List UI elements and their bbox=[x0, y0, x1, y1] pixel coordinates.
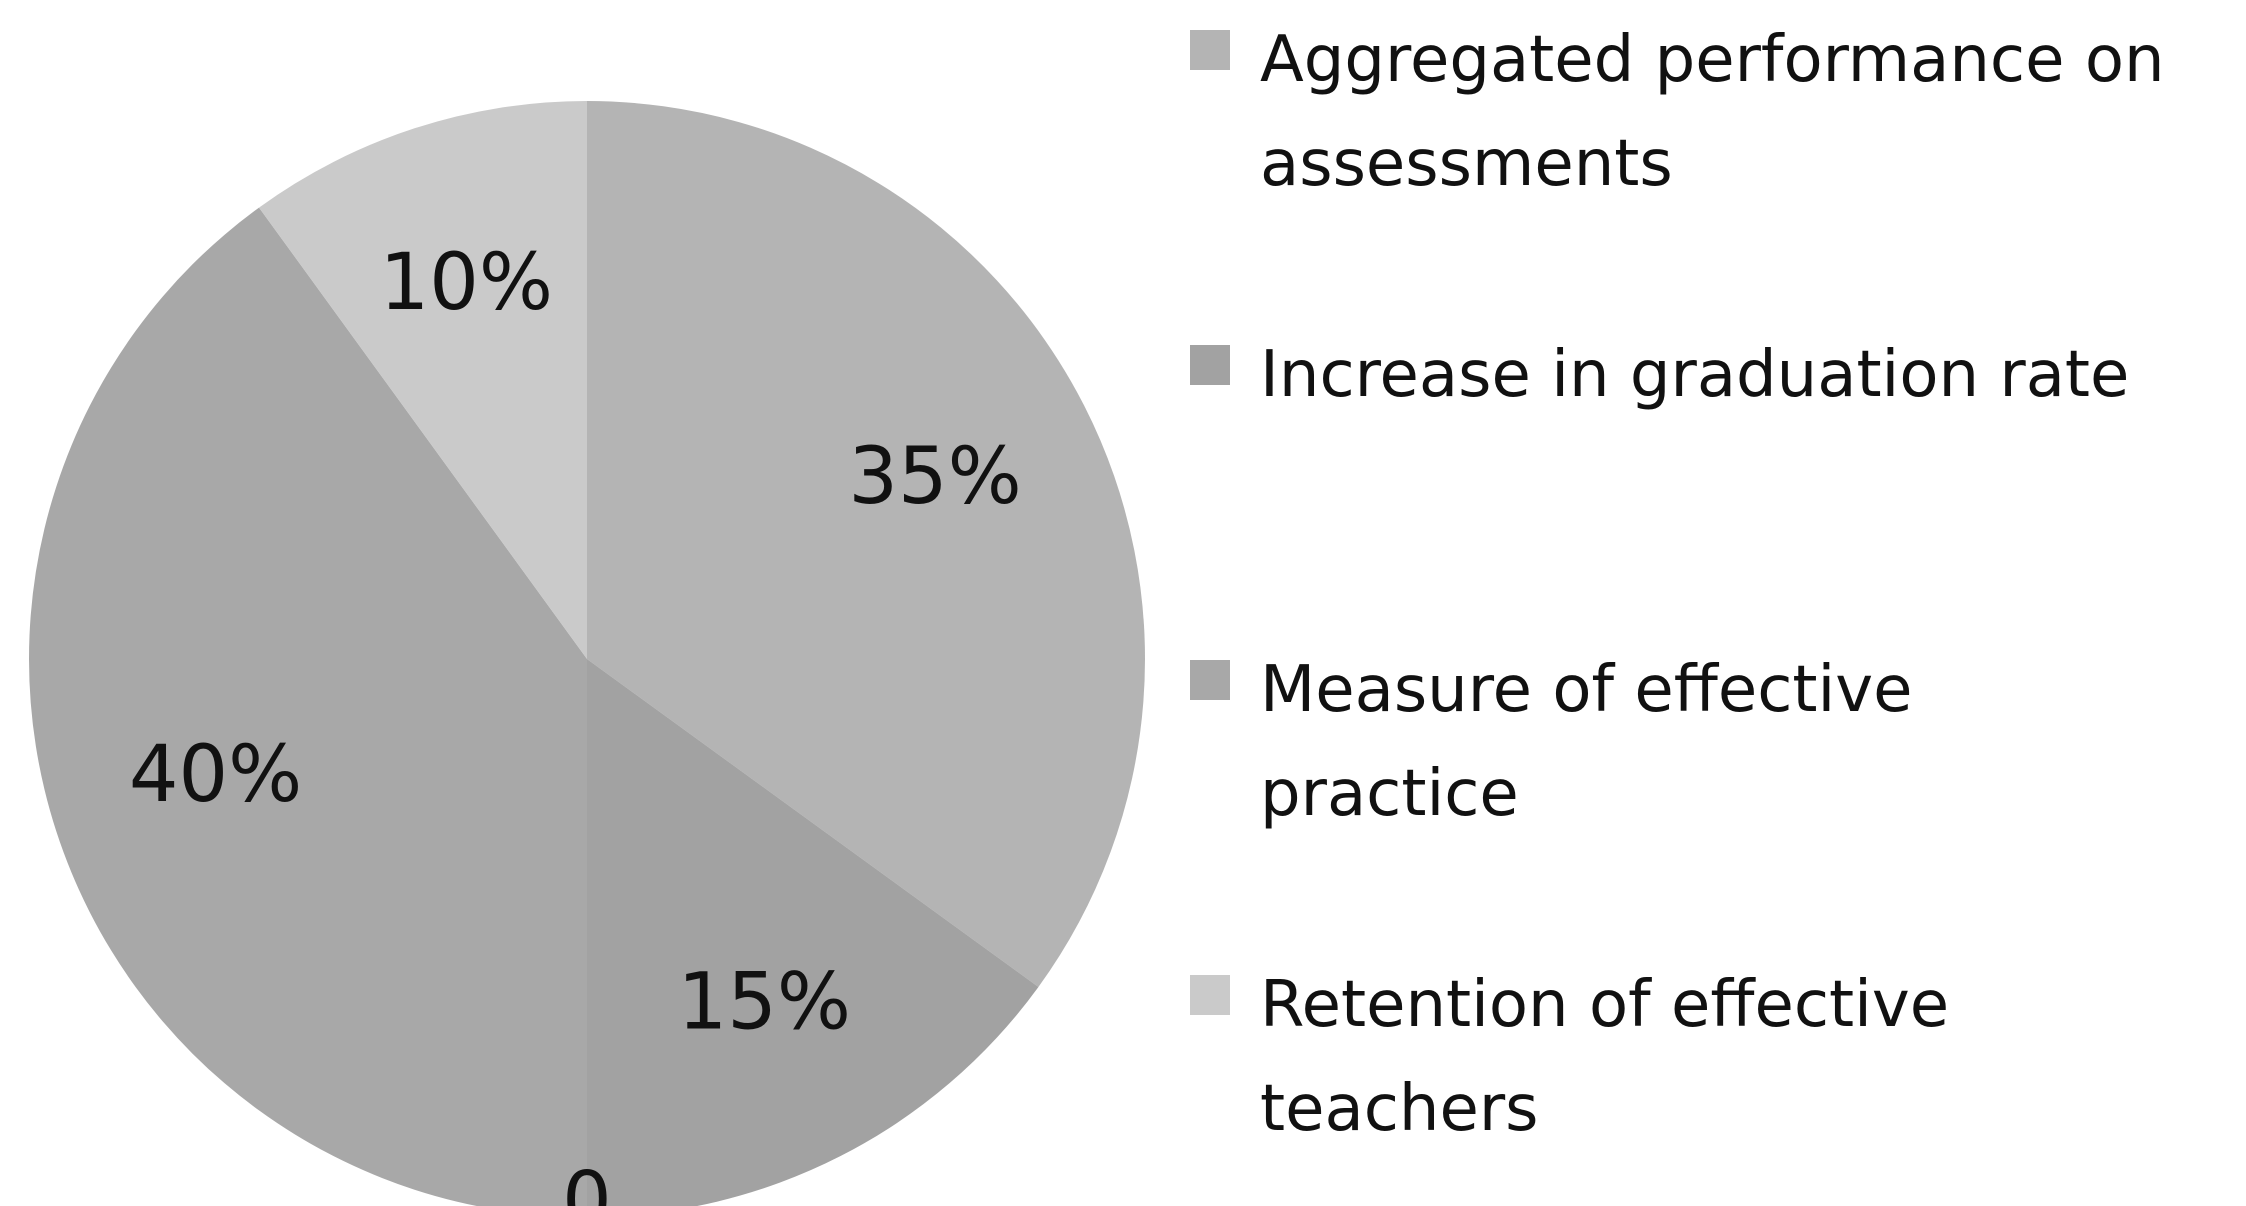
pie-slice bbox=[259, 101, 587, 659]
data-label: 35% bbox=[848, 432, 1021, 522]
legend-label: Increase in graduation rate bbox=[1260, 338, 2130, 412]
data-label: 15% bbox=[678, 958, 851, 1048]
legend-label: Measure of effective practice bbox=[1260, 653, 1913, 831]
pie-slice bbox=[587, 101, 1145, 987]
data-label: 10% bbox=[380, 238, 553, 328]
legend-item: Retention of effective teachers bbox=[1190, 953, 2230, 1161]
data-label: 0 bbox=[562, 1156, 612, 1206]
legend-item: Measure of effective practice bbox=[1190, 638, 2230, 846]
legend-label: Retention of effective teachers bbox=[1260, 968, 1950, 1146]
legend-label: Aggregated performance on assessments bbox=[1260, 23, 2165, 201]
legend-swatch bbox=[1190, 975, 1230, 1015]
data-label: 40% bbox=[129, 730, 302, 820]
legend-swatch bbox=[1190, 30, 1230, 70]
legend-item: Aggregated performance on assessments bbox=[1190, 8, 2230, 216]
pie-slice bbox=[587, 659, 1039, 1206]
legend-swatch bbox=[1190, 660, 1230, 700]
legend-item: Increase in graduation rate bbox=[1190, 323, 2230, 427]
legend-swatch bbox=[1190, 345, 1230, 385]
pie-slice bbox=[29, 207, 587, 1206]
